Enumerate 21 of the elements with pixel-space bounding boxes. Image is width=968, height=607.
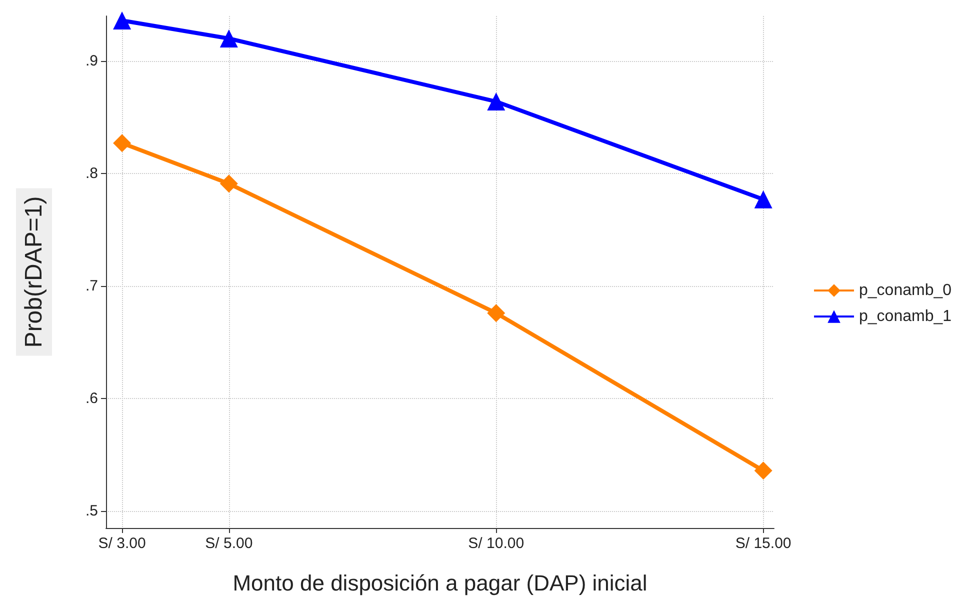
y-tick-label: .6	[85, 390, 98, 408]
y-axis-title: Prob(rDAP=1)	[20, 196, 48, 348]
point	[113, 134, 132, 152]
x-tick-label: S/ 5.00	[205, 535, 253, 552]
point	[220, 30, 238, 48]
y-tick-label: .8	[85, 165, 98, 182]
point	[113, 12, 132, 30]
point	[220, 174, 238, 193]
point	[754, 462, 772, 480]
x-axis-title: Monto de disposición a pagar (DAP) inicial	[232, 570, 648, 596]
x-tick-label: S/ 3.00	[98, 535, 146, 552]
legend-label: p_conamb_0	[859, 282, 952, 299]
point	[487, 304, 506, 322]
legend-label: p_conamb_1	[859, 308, 952, 325]
point	[487, 92, 506, 111]
y-tick-label: .7	[85, 278, 98, 295]
x-tick-label: S/ 10.00	[468, 535, 524, 552]
y-tick-label: .9	[85, 52, 98, 70]
point	[754, 190, 772, 208]
y-tick-label: .5	[85, 502, 98, 520]
x-tick-label: S/ 15.00	[735, 535, 792, 552]
